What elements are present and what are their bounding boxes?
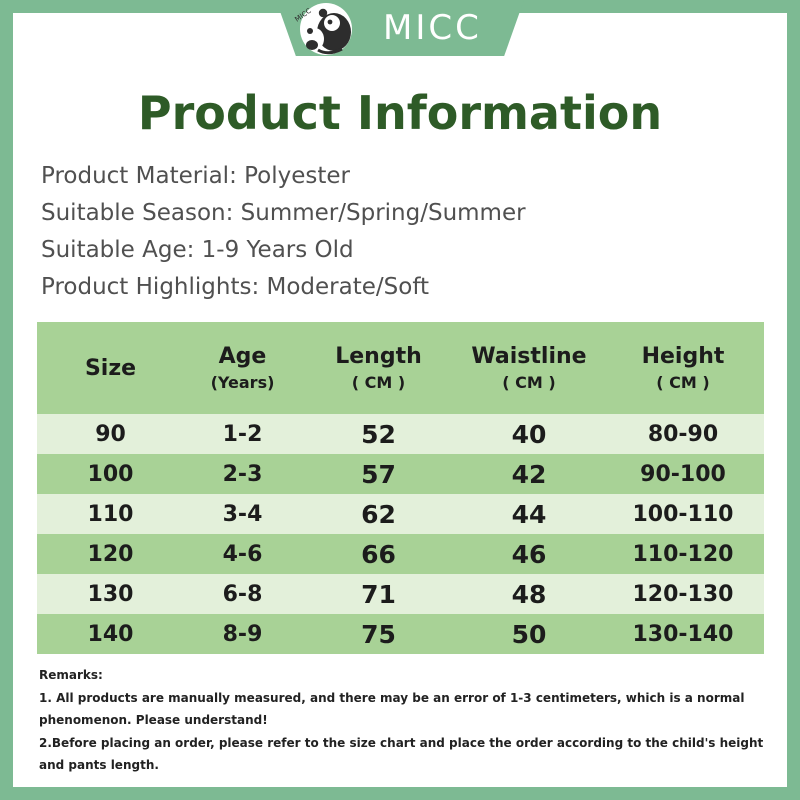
cell-length: 71 <box>361 579 396 609</box>
info-age: Suitable Age: 1-9 Years Old <box>41 237 354 263</box>
table-row: 140 8-9 75 50 130-140 <box>37 614 764 654</box>
info-highlights: Product Highlights: Moderate/Soft <box>41 274 430 300</box>
cell-length: 62 <box>361 499 396 529</box>
remark-line: 2.Before placing an order, please refer … <box>39 735 764 773</box>
cell-age: 6-8 <box>222 581 263 607</box>
page-title: Product Information <box>137 86 663 140</box>
panda-logo-icon: MICC <box>293 3 352 55</box>
cell-age: 4-6 <box>222 541 263 567</box>
table-header-row: Size Age (Years) Length( CM ) Waistline( … <box>37 322 764 414</box>
cell-height: 90-100 <box>640 461 726 487</box>
info-material: Product Material: Polyester <box>41 163 351 189</box>
cell-size: 100 <box>87 461 134 487</box>
cell-waistline: 40 <box>511 419 547 449</box>
cell-waistline: 48 <box>511 579 547 609</box>
cell-length: 52 <box>361 419 396 449</box>
cell-height: 80-90 <box>647 421 719 447</box>
cell-waistline: 44 <box>511 499 547 529</box>
header-length: Length( CM ) <box>335 344 422 392</box>
brand-logo-text: MICC <box>383 8 482 48</box>
table-row: 130 6-8 71 48 120-130 <box>37 574 764 614</box>
remarks-title: Remarks: <box>39 668 103 682</box>
cell-size: 140 <box>87 621 134 647</box>
header-size: Size <box>84 355 137 381</box>
cell-waistline: 46 <box>511 539 547 569</box>
cell-height: 130-140 <box>632 621 734 647</box>
cell-age: 8-9 <box>222 621 263 647</box>
table-row: 120 4-6 66 46 110-120 <box>37 534 764 574</box>
cell-age: 2-3 <box>222 461 263 487</box>
cell-length: 75 <box>361 619 396 649</box>
cell-size: 110 <box>87 501 134 527</box>
remarks-section: Remarks: 1. All products are manually me… <box>39 664 769 777</box>
cell-age: 3-4 <box>222 501 263 527</box>
remark-line: 1. All products are manually measured, a… <box>39 690 745 728</box>
header-waistline: Waistline( CM ) <box>471 344 587 392</box>
cell-height: 120-130 <box>632 581 734 607</box>
cell-waistline: 50 <box>511 619 547 649</box>
header-height: Height( CM ) <box>641 344 725 392</box>
cell-waistline: 42 <box>511 459 547 489</box>
cell-length: 66 <box>361 539 396 569</box>
product-info-list: Product Material: Polyester Suitable Sea… <box>41 158 526 306</box>
header-age: Age (Years) <box>210 344 275 392</box>
table-row: 90 1-2 52 40 80-90 <box>37 414 764 454</box>
cell-size: 120 <box>87 541 134 567</box>
cell-height: 100-110 <box>632 501 734 527</box>
cell-size: 130 <box>87 581 134 607</box>
cell-age: 1-2 <box>222 421 263 447</box>
info-season: Suitable Season: Summer/Spring/Summer <box>41 200 526 226</box>
cell-height: 110-120 <box>632 541 734 567</box>
cell-length: 57 <box>361 459 396 489</box>
cell-size: 90 <box>95 421 126 447</box>
table-row: 100 2-3 57 42 90-100 <box>37 454 764 494</box>
size-chart-table: Size Age (Years) Length( CM ) Waistline( … <box>37 322 764 654</box>
table-row: 110 3-4 62 44 100-110 <box>37 494 764 534</box>
